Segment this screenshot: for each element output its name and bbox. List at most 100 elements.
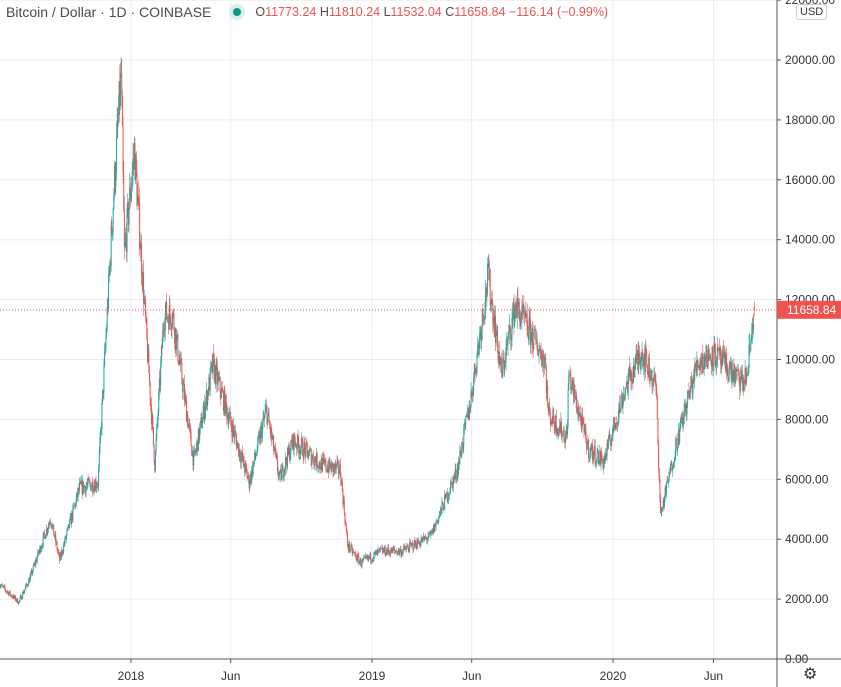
candle-body — [426, 539, 428, 541]
candle-body — [722, 350, 724, 356]
candle-body — [68, 524, 70, 528]
candle-body — [660, 498, 662, 513]
candle-body — [657, 418, 659, 444]
candle-body — [631, 372, 633, 380]
candle-body — [9, 591, 11, 594]
y-tick-label: 14000.00 — [785, 233, 835, 247]
candle-body — [293, 434, 295, 450]
candle-body — [558, 428, 560, 432]
candle-body — [607, 443, 609, 449]
candle-body — [67, 527, 69, 531]
candle-body — [306, 442, 308, 444]
candle-body — [619, 403, 621, 410]
candle-body — [317, 467, 319, 469]
candle-body — [663, 500, 665, 507]
candle-body — [599, 450, 601, 462]
candle-body — [214, 365, 216, 380]
candle-body — [398, 548, 400, 554]
candle-body — [155, 438, 157, 451]
candle-body — [500, 358, 502, 363]
candle-body — [691, 376, 693, 384]
candle-body — [4, 586, 6, 590]
candle-body — [434, 523, 436, 533]
candle-body — [36, 556, 38, 562]
candle-body — [407, 547, 409, 550]
candle-body — [494, 315, 496, 344]
candle-body — [405, 549, 407, 550]
candle-body — [160, 346, 162, 363]
candle-body — [314, 457, 316, 461]
candle-body — [34, 562, 36, 565]
candle-body — [368, 556, 370, 559]
candle-body — [456, 478, 458, 479]
candle-body — [660, 511, 662, 513]
candle-body — [523, 304, 525, 316]
candle-body — [7, 591, 9, 596]
candle-body — [593, 452, 595, 456]
candle-body — [745, 373, 747, 384]
candle-body — [748, 345, 750, 369]
candle-body — [315, 460, 317, 467]
candle-body — [127, 202, 129, 209]
candle-body — [358, 556, 360, 564]
candle-body — [53, 535, 55, 538]
currency-button[interactable]: USD — [796, 4, 828, 20]
candle-body — [524, 314, 526, 316]
candle-body — [39, 546, 41, 551]
candle-body — [50, 522, 52, 526]
candle-body — [364, 556, 366, 558]
grid — [0, 0, 777, 660]
candle-body — [585, 430, 587, 441]
candle-body — [123, 211, 125, 248]
candle-body — [749, 343, 751, 346]
candle-body — [13, 595, 15, 598]
candle-body — [231, 428, 233, 438]
candle-body — [145, 300, 147, 317]
candle-body — [66, 530, 68, 536]
gear-icon[interactable]: ⚙ — [803, 666, 818, 683]
candle-body — [95, 480, 97, 489]
candle-body — [564, 441, 566, 444]
candle-body — [459, 450, 461, 455]
candle-body — [726, 369, 728, 373]
candle-body — [158, 391, 160, 413]
candle-body — [556, 429, 558, 434]
candle-body — [227, 414, 229, 425]
candle-body — [632, 365, 634, 384]
symbol-title[interactable]: Bitcoin / Dollar · 1D · COINBASE — [6, 4, 212, 20]
candle-body — [644, 347, 646, 372]
candle-body — [669, 472, 671, 474]
high-value: 11810.24 — [328, 5, 381, 19]
candle-body — [115, 172, 117, 186]
candle-body — [33, 565, 35, 567]
candle-body — [221, 388, 223, 392]
candle-body — [302, 440, 304, 456]
candle-body — [429, 532, 431, 535]
open-label: O — [255, 5, 266, 19]
candle-body — [256, 450, 258, 455]
candle-body — [534, 329, 536, 330]
candle-body — [57, 551, 59, 553]
candle-body — [473, 377, 475, 392]
candle-body — [720, 348, 722, 365]
candle-body — [389, 552, 391, 556]
candle-body — [305, 442, 307, 457]
candle-body — [104, 347, 106, 352]
candle-body — [538, 349, 540, 354]
candle-body — [633, 365, 635, 377]
y-tick-label: 22000.00 — [785, 0, 835, 7]
candle-body — [433, 525, 435, 533]
candle-body — [421, 538, 423, 543]
candle-body — [461, 442, 463, 449]
candle-body — [676, 438, 678, 450]
candle-body — [718, 348, 720, 351]
candle-body — [529, 317, 531, 320]
candle-body — [614, 422, 616, 430]
candle-body — [430, 532, 432, 535]
candle-body — [496, 325, 498, 335]
candle-body — [215, 364, 217, 385]
candle-body — [475, 369, 477, 374]
candle-body — [180, 358, 182, 363]
candle-body — [130, 192, 132, 200]
